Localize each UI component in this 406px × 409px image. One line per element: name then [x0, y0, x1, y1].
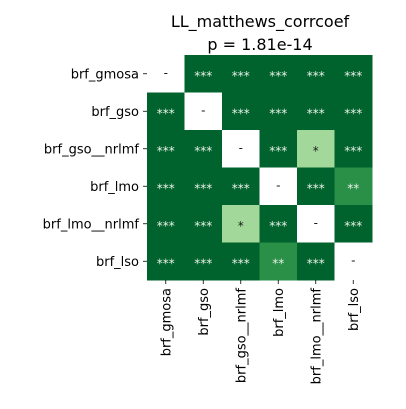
heatmap-cell-label: ***	[269, 219, 287, 233]
heatmap-cell-label: **	[347, 181, 359, 195]
heatmap-cell	[334, 167, 373, 206]
heatmap-cell-label: -	[276, 178, 280, 192]
heatmap-cell-label: ***	[232, 106, 250, 120]
x-tick-label: brf_lmo	[272, 288, 287, 337]
heatmap-cell-label: ***	[269, 144, 287, 158]
heatmap-cell	[184, 167, 223, 206]
heatmap-cell	[147, 242, 185, 281]
heatmap-cell-label: ***	[344, 69, 362, 83]
heatmap-cell-label: ***	[269, 106, 287, 120]
y-tick-label: brf_lmo	[90, 180, 139, 195]
heatmap-cell	[297, 205, 335, 243]
heatmap-cell-label: ***	[307, 256, 325, 270]
heatmap-cell	[184, 130, 223, 168]
heatmap-cell-label: ***	[157, 181, 175, 195]
heatmap-cell-label: *	[238, 219, 244, 233]
heatmap-cell	[222, 242, 260, 281]
y-tick-label: brf_gso	[91, 105, 139, 120]
heatmap-cell-label: ***	[344, 144, 362, 158]
heatmap-cell	[222, 167, 260, 206]
heatmap-cell-label: ***	[232, 181, 250, 195]
heatmap-cell-label: ***	[232, 256, 250, 270]
heatmap-cell-label: ***	[157, 144, 175, 158]
x-tick-label: brf_lmo__nrlmf	[309, 288, 324, 385]
heatmap-cell	[147, 55, 185, 93]
heatmap-cell-label: ***	[344, 106, 362, 120]
heatmap-cell	[297, 167, 335, 206]
heatmap-cell	[147, 205, 185, 243]
x-tick-label: brf_gso__nrlmf	[234, 288, 249, 384]
heatmap-cell-label: ***	[307, 69, 325, 83]
heatmap-cell-label: -	[314, 216, 318, 230]
x-tick-label: brf_gmosa	[159, 288, 174, 356]
heatmap-cell	[184, 92, 223, 131]
heatmap-cell-label: ***	[232, 69, 250, 83]
heatmap-cell	[184, 242, 223, 281]
heatmap-cell	[147, 130, 185, 168]
heatmap-cell	[297, 242, 335, 281]
heatmap-cell	[334, 92, 373, 131]
heatmap-cell-label: ***	[157, 219, 175, 233]
heatmap-cell	[222, 55, 260, 93]
y-tick-label: brf_lso	[96, 255, 139, 270]
heatmap-cell-label: ***	[194, 219, 212, 233]
y-tick-label: brf_gso__nrlmf	[44, 142, 140, 157]
heatmap-cell	[184, 205, 223, 243]
heatmap-cell-label: *	[313, 144, 319, 158]
chart-subtitle: p = 1.81e-14	[207, 35, 313, 54]
x-tick-label: brf_gso	[197, 288, 212, 336]
heatmap-cell	[297, 92, 335, 131]
heatmap-cell-label: ***	[307, 106, 325, 120]
heatmap-cell	[184, 55, 223, 93]
x-tick-label: brf_lso	[347, 288, 362, 331]
heatmap-cell	[222, 130, 260, 168]
heatmap-cell-label: -	[239, 141, 243, 155]
heatmap-cell	[297, 55, 335, 93]
heatmap-cell-label: -	[351, 253, 355, 267]
heatmap-cell-label: ***	[157, 106, 175, 120]
heatmap-cell	[222, 92, 260, 131]
heatmap-cell	[334, 242, 373, 281]
heatmap-cell-label: ***	[194, 181, 212, 195]
y-tick-label: brf_gmosa	[71, 67, 139, 82]
heatmap-cell	[147, 167, 185, 206]
heatmap-cell-label: -	[164, 66, 168, 80]
heatmap-cell-label: ***	[194, 256, 212, 270]
heatmap-cell	[334, 205, 373, 243]
heatmap-cell	[334, 55, 373, 93]
heatmap-cell-label: ***	[194, 69, 212, 83]
heatmap-cell-label: ***	[157, 256, 175, 270]
heatmap-cell-label: ***	[269, 69, 287, 83]
heatmap-cell	[259, 92, 298, 131]
heatmap-cell-label: ***	[194, 144, 212, 158]
heatmap-cell	[259, 55, 298, 93]
heatmap-cell-label: ***	[344, 219, 362, 233]
chart-title: LL_matthews_corrcoef	[170, 12, 350, 31]
heatmap-cell-label: -	[201, 103, 205, 117]
heatmap-cell	[222, 205, 260, 243]
heatmap-cell-label: ***	[307, 181, 325, 195]
heatmap-cell-label: **	[272, 256, 284, 270]
y-tick-label: brf_lmo__nrlmf	[43, 217, 140, 232]
heatmap-cell	[334, 130, 373, 168]
heatmap-cell	[259, 242, 298, 281]
heatmap-cell	[259, 205, 298, 243]
heatmap-cell	[147, 92, 185, 131]
heatmap-cell	[259, 167, 298, 206]
heatmap-cell	[259, 130, 298, 168]
heatmap-cell	[297, 130, 335, 168]
